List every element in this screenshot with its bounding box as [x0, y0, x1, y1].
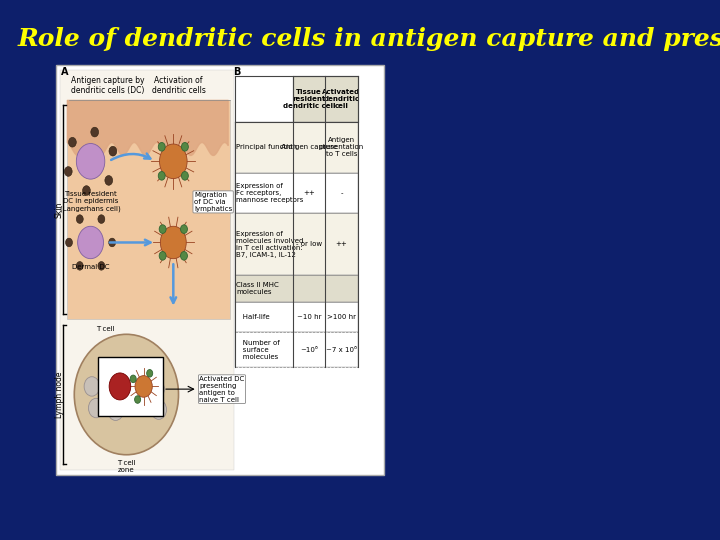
Text: ++: ++	[336, 241, 347, 247]
Circle shape	[135, 376, 152, 397]
Circle shape	[181, 143, 189, 151]
Text: Lymph node: Lymph node	[55, 372, 63, 418]
Circle shape	[109, 146, 117, 156]
Text: T cell: T cell	[96, 326, 115, 332]
Text: Expression of
molecules involved
in T cell activation:
B7, ICAM-1, IL-12: Expression of molecules involved in T ce…	[236, 231, 304, 258]
Circle shape	[181, 172, 189, 180]
Circle shape	[181, 225, 187, 233]
Circle shape	[181, 252, 187, 260]
Text: A: A	[61, 66, 68, 77]
Circle shape	[84, 377, 99, 396]
Circle shape	[89, 399, 104, 418]
Text: Migration
of DC via
lymphatics: Migration of DC via lymphatics	[194, 192, 233, 212]
Circle shape	[64, 167, 72, 177]
Text: Number of
   surface
   molecules: Number of surface molecules	[236, 340, 280, 360]
Circle shape	[127, 375, 143, 395]
Text: ~10 hr: ~10 hr	[297, 314, 321, 320]
Text: -: -	[341, 190, 343, 196]
Text: Antigen
presentation
to T cells: Antigen presentation to T cells	[320, 137, 364, 157]
FancyBboxPatch shape	[56, 65, 384, 475]
Text: Role of dendritic cells in antigen capture and presentation: Role of dendritic cells in antigen captu…	[17, 27, 720, 51]
Circle shape	[98, 261, 105, 270]
Text: Tissue
resident
dendritic cell: Tissue resident dendritic cell	[283, 89, 336, 109]
Circle shape	[109, 238, 116, 247]
Text: T cell
zone: T cell zone	[117, 460, 135, 473]
Circle shape	[83, 186, 90, 195]
FancyBboxPatch shape	[99, 357, 163, 416]
FancyBboxPatch shape	[235, 275, 358, 302]
Circle shape	[147, 369, 153, 377]
Text: Half-life: Half-life	[236, 314, 270, 320]
FancyBboxPatch shape	[235, 173, 358, 213]
FancyBboxPatch shape	[235, 302, 358, 332]
Circle shape	[161, 226, 186, 259]
Circle shape	[158, 143, 165, 151]
Ellipse shape	[74, 334, 179, 455]
FancyBboxPatch shape	[235, 332, 358, 367]
Circle shape	[109, 373, 131, 400]
Text: Class II MHC
molecules: Class II MHC molecules	[236, 282, 279, 295]
Text: Activated
dendritic
cell: Activated dendritic cell	[323, 89, 361, 109]
Text: B: B	[233, 66, 240, 77]
Circle shape	[158, 172, 165, 180]
FancyBboxPatch shape	[60, 70, 234, 470]
Circle shape	[91, 127, 99, 137]
Circle shape	[159, 225, 166, 233]
Text: Tissue resident
DC in epidermis
(Langerhans cell): Tissue resident DC in epidermis (Langerh…	[60, 191, 121, 212]
Text: Principal function: Principal function	[236, 144, 297, 150]
Circle shape	[66, 238, 73, 247]
Text: Expression of
Fc receptors,
mannose receptors: Expression of Fc receptors, mannose rece…	[236, 183, 304, 203]
Text: - or low: - or low	[296, 241, 322, 247]
Circle shape	[76, 215, 84, 224]
Circle shape	[149, 380, 164, 399]
Text: Activation of
dendritic cells: Activation of dendritic cells	[152, 76, 205, 95]
Text: Antigen capture: Antigen capture	[281, 144, 337, 150]
Circle shape	[159, 252, 166, 260]
Text: Activated DC
presenting
antigen to
naive T cell: Activated DC presenting antigen to naive…	[199, 376, 245, 403]
Circle shape	[160, 144, 187, 179]
Text: Antigen capture by
dendritic cells (DC): Antigen capture by dendritic cells (DC)	[71, 76, 144, 95]
Circle shape	[68, 137, 76, 147]
Circle shape	[105, 176, 112, 185]
Text: Skin: Skin	[55, 201, 63, 218]
Circle shape	[135, 396, 140, 403]
Text: ++: ++	[303, 190, 315, 196]
Circle shape	[151, 400, 166, 420]
Circle shape	[108, 401, 123, 421]
FancyBboxPatch shape	[235, 213, 358, 275]
Circle shape	[130, 375, 136, 383]
Circle shape	[76, 261, 84, 270]
Circle shape	[98, 215, 105, 224]
FancyBboxPatch shape	[293, 76, 358, 122]
Text: >100 hr: >100 hr	[327, 314, 356, 320]
FancyBboxPatch shape	[235, 122, 358, 173]
FancyBboxPatch shape	[67, 100, 230, 319]
Circle shape	[78, 226, 104, 259]
Circle shape	[76, 144, 105, 179]
Text: ~7 x 10⁶: ~7 x 10⁶	[326, 347, 357, 353]
Text: ~10⁶: ~10⁶	[300, 347, 318, 353]
Text: Dermal DC: Dermal DC	[72, 264, 109, 270]
